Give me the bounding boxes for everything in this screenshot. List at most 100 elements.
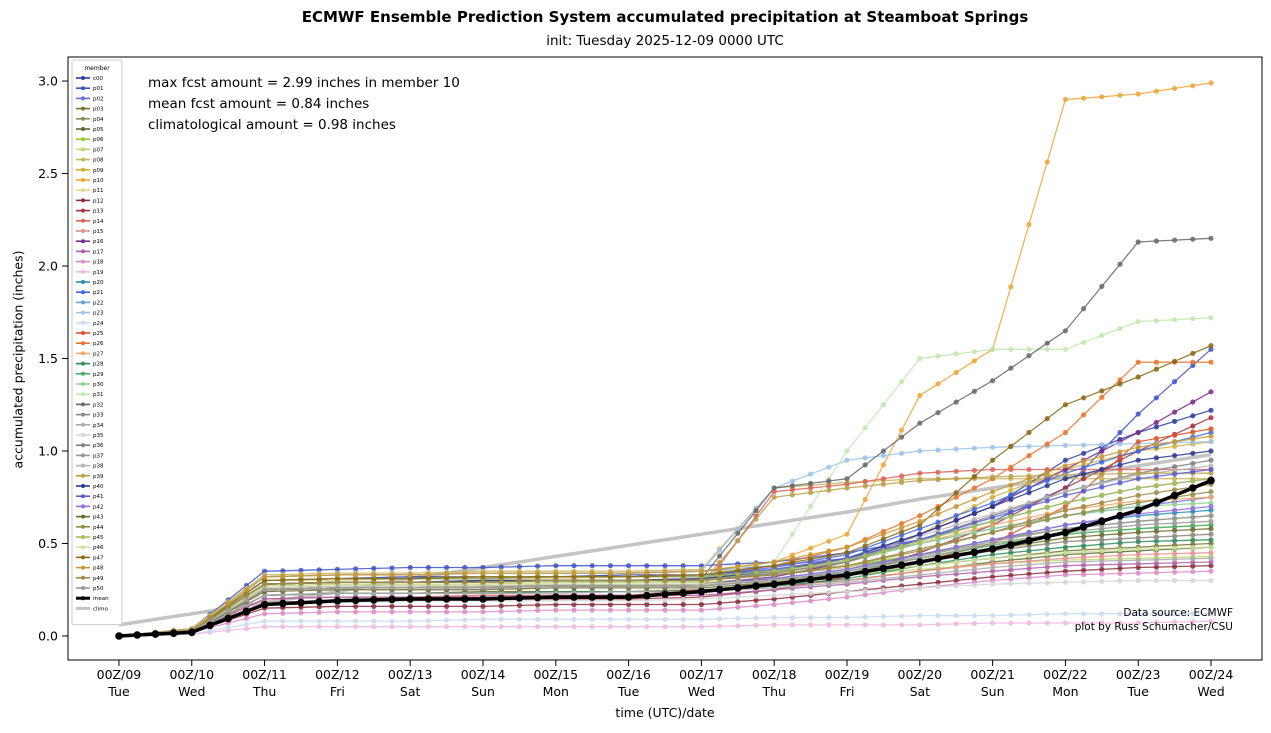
series-marker xyxy=(1117,489,1123,495)
series-marker xyxy=(899,586,905,592)
series-marker xyxy=(826,487,832,493)
series-marker xyxy=(1081,465,1087,471)
series-marker xyxy=(243,587,249,593)
series-marker xyxy=(1172,418,1178,424)
series-marker xyxy=(1008,524,1014,530)
series-marker xyxy=(1190,611,1196,617)
series-marker xyxy=(262,624,268,630)
series-marker xyxy=(280,592,286,598)
series-marker xyxy=(899,427,905,433)
series-marker xyxy=(990,500,996,506)
series-marker xyxy=(1172,556,1178,562)
x-tick-label: 00Z/23 Tue xyxy=(1116,667,1161,699)
series-marker xyxy=(880,448,887,454)
series-marker xyxy=(662,624,668,630)
series-marker xyxy=(1190,350,1196,356)
series-marker xyxy=(899,525,905,531)
annotation-mean: mean fcst amount = 0.84 inches xyxy=(148,96,370,112)
series-marker xyxy=(1117,466,1123,473)
series-marker xyxy=(407,590,413,597)
series-marker xyxy=(1207,476,1215,485)
series-marker xyxy=(1153,570,1159,576)
legend-label: p21 xyxy=(93,290,104,296)
series-marker xyxy=(917,622,923,628)
legend-label: p10 xyxy=(93,178,104,184)
legend-entry-p42: p42 xyxy=(76,504,104,510)
series-marker xyxy=(1135,535,1141,541)
legend-label: climo xyxy=(93,606,108,612)
series-marker xyxy=(1099,492,1105,498)
series-marker xyxy=(444,624,450,630)
series-marker xyxy=(789,531,796,537)
series-marker xyxy=(589,607,595,613)
legend-label: p34 xyxy=(93,423,104,429)
series-marker xyxy=(971,445,978,451)
series-marker xyxy=(1190,514,1196,520)
series-marker xyxy=(444,609,450,615)
series-marker xyxy=(771,494,777,500)
series-marker xyxy=(1117,552,1123,559)
series-marker xyxy=(1044,441,1050,447)
series-marker xyxy=(1081,543,1087,549)
legend-marker xyxy=(81,565,85,570)
series-marker xyxy=(1008,482,1014,488)
series-marker xyxy=(1008,533,1014,539)
series-marker xyxy=(1208,550,1214,556)
series-marker xyxy=(444,585,450,591)
series-marker xyxy=(1172,85,1178,91)
series-marker xyxy=(444,571,450,577)
legend-marker xyxy=(81,371,85,376)
series-marker xyxy=(1026,558,1032,564)
series-marker xyxy=(1062,568,1068,574)
legend-entry-p45: p45 xyxy=(76,535,104,541)
series-marker xyxy=(1190,469,1196,475)
legend-label: p13 xyxy=(93,209,104,215)
series-marker xyxy=(735,594,741,600)
series-marker xyxy=(880,613,887,620)
series-marker xyxy=(297,598,305,607)
series-marker xyxy=(808,598,814,604)
series-marker xyxy=(1190,532,1196,538)
series-marker xyxy=(262,596,268,602)
series-marker xyxy=(935,561,941,567)
x-tick-label: 00Z/20 Sat xyxy=(898,667,943,699)
legend: member c00 p01 p02 p03 p04 p05 p06 p07 p08 p09 p10 p… xyxy=(71,59,123,626)
series-marker xyxy=(461,595,469,603)
series-marker xyxy=(990,515,996,521)
series-marker xyxy=(1008,492,1014,498)
series-marker xyxy=(280,624,286,630)
series-marker xyxy=(1008,505,1014,511)
series-marker xyxy=(899,479,905,485)
series-marker xyxy=(880,555,887,561)
series-marker xyxy=(990,494,996,500)
series-marker xyxy=(1135,444,1141,450)
series-marker xyxy=(1099,558,1105,564)
series-marker xyxy=(535,616,541,622)
series-marker xyxy=(861,567,869,576)
series-marker xyxy=(1190,359,1196,365)
series-marker xyxy=(589,583,595,589)
series-marker xyxy=(298,624,304,630)
legend-marker xyxy=(81,310,85,315)
series-marker xyxy=(1099,476,1105,482)
chart-title: ECMWF Ensemble Prediction System accumul… xyxy=(301,8,1029,26)
series-marker xyxy=(607,574,614,580)
series-marker xyxy=(353,603,359,610)
series-marker xyxy=(717,595,723,601)
series-marker xyxy=(1153,483,1159,489)
series-marker xyxy=(862,622,868,628)
legend-entry-mean: mean xyxy=(76,596,109,602)
series-marker xyxy=(480,585,486,591)
series-marker xyxy=(1099,553,1105,560)
series-marker xyxy=(644,577,650,584)
series-marker xyxy=(1190,460,1196,467)
series-marker xyxy=(771,485,777,491)
series-marker xyxy=(1008,612,1014,618)
series-marker xyxy=(589,624,595,630)
series-marker xyxy=(1044,513,1050,519)
series-marker xyxy=(1062,611,1068,617)
series-marker xyxy=(444,617,450,623)
series-marker xyxy=(971,544,978,550)
series-marker xyxy=(1117,565,1123,572)
series-marker xyxy=(389,572,395,578)
